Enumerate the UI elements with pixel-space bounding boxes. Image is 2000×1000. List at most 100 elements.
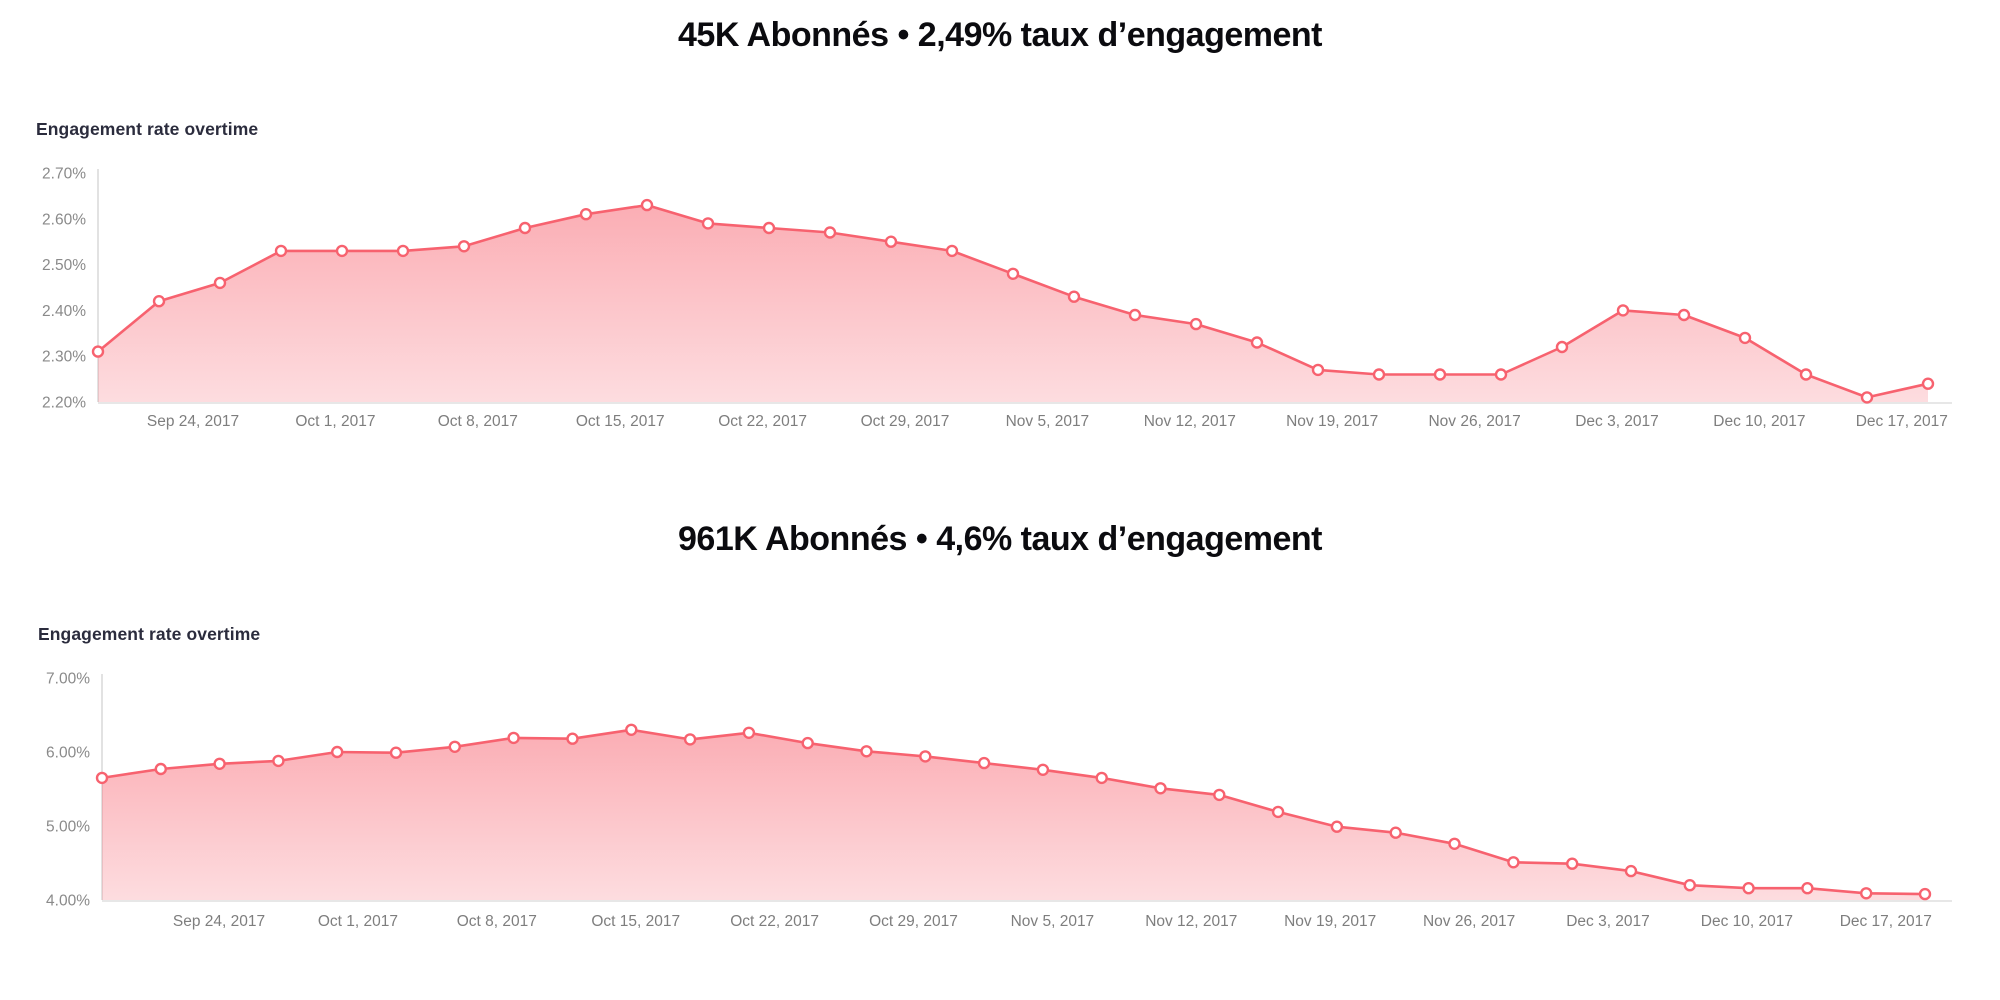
data-point-marker[interactable] (507, 731, 520, 745)
data-point-marker[interactable] (1683, 878, 1697, 892)
data-point-marker[interactable] (742, 726, 756, 740)
chart-2-subtitle: Engagement rate overtime (38, 624, 261, 644)
data-point-marker[interactable] (1154, 782, 1167, 795)
data-point-marker[interactable] (1448, 837, 1461, 851)
data-point-marker[interactable] (154, 762, 168, 776)
data-point-marker[interactable] (919, 750, 932, 763)
data-point-marker[interactable] (683, 733, 697, 746)
data-point-marker[interactable] (1565, 857, 1579, 870)
y-tick-label: 2.70% (42, 166, 86, 183)
data-point-marker[interactable] (701, 217, 715, 230)
series-line (100, 728, 1927, 896)
data-point-marker[interactable] (1624, 864, 1638, 878)
y-tick-label: 2.20% (42, 395, 86, 412)
x-tick-label: Nov 19, 2017 (1284, 913, 1376, 930)
data-point-marker[interactable] (1507, 856, 1520, 869)
data-point-marker[interactable] (1742, 881, 1755, 895)
data-point-marker[interactable] (1128, 308, 1142, 322)
data-point-marker[interactable] (1921, 377, 1935, 390)
x-tick-label: Oct 15, 2017 (591, 913, 680, 930)
y-tick-label: 5.00% (46, 819, 90, 836)
data-point-marker[interactable] (1095, 771, 1108, 785)
x-tick-label: Oct 1, 2017 (318, 913, 398, 930)
data-point-marker[interactable] (1616, 304, 1630, 317)
data-point-marker[interactable] (518, 221, 532, 235)
data-point-marker[interactable] (1677, 308, 1691, 322)
data-point-marker[interactable] (1918, 887, 1932, 901)
data-point-marker[interactable] (1006, 267, 1020, 281)
data-point-marker[interactable] (91, 345, 105, 358)
data-point-marker[interactable] (152, 294, 166, 308)
x-tick-label: Nov 26, 2017 (1423, 913, 1515, 930)
area-fill (102, 729, 1925, 900)
y-tick-label: 7.00% (46, 671, 90, 688)
y-tick-label: 2.30% (42, 349, 86, 366)
x-tick-label: Nov 12, 2017 (1145, 913, 1237, 930)
data-point-marker[interactable] (331, 745, 344, 759)
data-point-marker[interactable] (1859, 887, 1873, 900)
x-tick-label: Dec 3, 2017 (1566, 913, 1650, 930)
data-point-marker[interactable] (884, 235, 898, 248)
data-point-marker[interactable] (272, 754, 285, 768)
data-point-marker[interactable] (274, 244, 288, 258)
x-tick-label: Dec 17, 2017 (1840, 913, 1932, 930)
area-fill (98, 205, 1928, 402)
data-point-marker[interactable] (566, 732, 579, 745)
x-tick-label: Nov 12, 2017 (1144, 413, 1236, 430)
y-tick-label: 2.50% (42, 257, 86, 274)
data-point-marker[interactable] (640, 198, 654, 212)
engagement-rate-chart-1: 2.70% 2.60% 2.50% 2.40% 2.30% 2.20% Sep 24, 20… (42, 166, 1952, 430)
data-point-marker[interactable] (1389, 826, 1402, 839)
y-tick-label: 4.00% (46, 893, 90, 910)
chart-1-subtitle: Engagement rate overtime (36, 119, 259, 139)
data-point-marker[interactable] (823, 226, 837, 239)
x-tick-label: Oct 8, 2017 (457, 913, 537, 930)
data-point-marker[interactable] (1433, 368, 1447, 381)
data-point-marker[interactable] (945, 244, 959, 258)
data-point-marker[interactable] (95, 771, 109, 785)
data-point-marker[interactable] (396, 244, 410, 258)
data-point-marker[interactable] (1271, 805, 1285, 819)
data-point-marker[interactable] (1801, 881, 1814, 895)
data-point-marker[interactable] (1799, 368, 1813, 381)
data-point-marker[interactable] (213, 757, 226, 771)
data-point-marker[interactable] (1860, 391, 1874, 404)
data-point-marker[interactable] (1250, 336, 1264, 349)
x-tick-label: Sep 24, 2017 (173, 913, 265, 930)
data-point-marker[interactable] (977, 756, 991, 770)
data-point-marker[interactable] (213, 276, 227, 290)
x-tick-label: Oct 29, 2017 (869, 913, 958, 930)
data-point-marker[interactable] (389, 746, 403, 759)
data-point-marker[interactable] (762, 221, 776, 235)
x-tick-label: Sep 24, 2017 (147, 413, 239, 430)
data-point-marker[interactable] (1067, 290, 1081, 303)
y-tick-label: 6.00% (46, 745, 90, 762)
x-tick-label: Dec 10, 2017 (1701, 913, 1793, 930)
x-tick-label: Oct 15, 2017 (576, 413, 665, 430)
data-point-marker[interactable] (448, 740, 461, 754)
data-point-marker[interactable] (1189, 317, 1203, 331)
data-point-marker[interactable] (801, 736, 814, 750)
chart-1-title: 45K Abonnés • 2,49% taux d’engagement (678, 16, 1323, 54)
x-tick-label: Dec 10, 2017 (1713, 413, 1805, 430)
data-point-marker[interactable] (1036, 763, 1050, 777)
data-point-marker[interactable] (1213, 788, 1226, 802)
data-point-marker[interactable] (1555, 340, 1569, 354)
data-point-marker[interactable] (457, 240, 471, 253)
data-point-marker[interactable] (1494, 368, 1508, 381)
y-tick-label: 2.60% (42, 211, 86, 228)
data-point-marker[interactable] (1311, 363, 1325, 377)
data-point-marker[interactable] (579, 208, 593, 221)
chart-2-title: 961K Abonnés • 4,6% taux d’engagement (678, 520, 1323, 558)
x-tick-label: Oct 8, 2017 (438, 413, 518, 430)
data-point-marker[interactable] (625, 723, 638, 737)
data-point-marker[interactable] (1330, 820, 1344, 833)
data-point-marker[interactable] (1372, 368, 1386, 381)
x-tick-label: Oct 22, 2017 (718, 413, 807, 430)
x-tick-label: Oct 1, 2017 (295, 413, 375, 430)
data-point-marker[interactable] (860, 745, 873, 758)
x-tick-label: Oct 29, 2017 (861, 413, 950, 430)
data-point-marker[interactable] (335, 244, 349, 258)
data-point-marker[interactable] (1738, 331, 1752, 345)
x-tick-label: Nov 26, 2017 (1428, 413, 1520, 430)
